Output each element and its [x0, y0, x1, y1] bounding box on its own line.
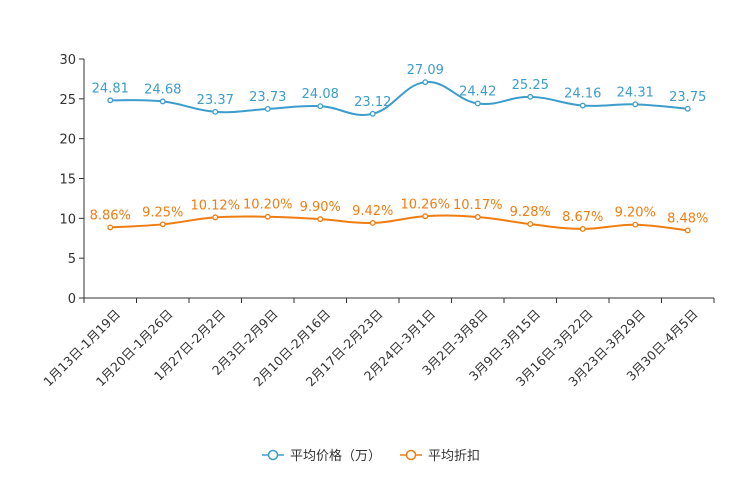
y-tick-label: 5 [68, 252, 76, 267]
y-tick-label: 25 [59, 93, 76, 108]
data-label: 9.42% [352, 204, 393, 219]
data-label: 27.09 [407, 63, 444, 78]
data-label: 23.12 [354, 95, 391, 110]
data-point [474, 100, 481, 107]
legend-marker [405, 449, 417, 461]
data-point [159, 221, 166, 228]
data-point [159, 98, 166, 105]
data-point [317, 216, 324, 223]
legend-item-2: 平均折扣 [400, 449, 480, 464]
data-label: 8.86% [90, 208, 131, 223]
data-point [422, 213, 429, 220]
data-point [684, 227, 691, 234]
data-label: 8.67% [562, 210, 603, 225]
data-label: 10.20% [243, 198, 293, 213]
data-label: 24.68 [144, 82, 181, 97]
legend-label: 平均折扣 [428, 449, 480, 464]
data-point [369, 110, 376, 117]
series-line [110, 214, 688, 232]
data-point [212, 214, 219, 221]
data-point [527, 221, 534, 228]
data-label: 9.90% [300, 200, 341, 215]
data-label: 9.20% [615, 206, 656, 221]
data-label: 25.25 [512, 78, 549, 93]
y-tick-label: 30 [59, 53, 76, 68]
y-tick-label: 15 [59, 173, 76, 188]
data-label: 24.16 [564, 87, 601, 102]
series-2: 8.86% 9.25% 10.12% 10.20% 9.90% 9.42% 10.26% 10… [90, 197, 708, 234]
data-label: 24.31 [617, 85, 654, 100]
data-label: 24.42 [459, 84, 496, 99]
data-label: 10.12% [190, 198, 240, 213]
data-point [107, 224, 114, 231]
data-point [369, 220, 376, 226]
data-point [579, 102, 586, 109]
legend-label: 平均价格（万） [290, 448, 381, 464]
legend-marker [267, 449, 279, 461]
data-point [264, 106, 271, 112]
series-1: 24.81 24.68 23.37 23.73 24.08 23.12 27.09 24.42… [92, 63, 706, 117]
data-label: 9.25% [142, 205, 183, 220]
data-point [422, 79, 429, 86]
legend: 平均价格（万） 平均折扣 [262, 448, 480, 464]
data-label: 23.37 [197, 93, 234, 108]
data-point [264, 213, 271, 220]
data-point [684, 105, 691, 112]
data-point [107, 97, 114, 104]
data-point [632, 221, 639, 228]
data-point [579, 225, 586, 232]
data-label: 8.48% [667, 211, 708, 226]
data-point [527, 93, 534, 100]
series-layer: 24.81 24.68 23.37 23.73 24.08 23.12 27.09 24.42… [90, 63, 708, 234]
legend-item-1: 平均价格（万） [262, 448, 381, 464]
data-label: 10.26% [400, 197, 450, 212]
data-label: 9.28% [510, 205, 551, 220]
y-tick-label: 10 [59, 212, 76, 227]
data-point [212, 108, 219, 115]
data-point [474, 214, 481, 220]
data-label: 24.81 [92, 81, 129, 96]
y-tick-label: 20 [59, 133, 76, 148]
data-label: 24.08 [302, 87, 339, 102]
data-point [632, 101, 639, 108]
data-point [317, 103, 324, 110]
y-tick-label: 0 [68, 292, 76, 307]
data-label: 23.73 [249, 90, 286, 105]
data-label: 23.75 [669, 90, 706, 105]
data-label: 10.17% [453, 198, 503, 213]
